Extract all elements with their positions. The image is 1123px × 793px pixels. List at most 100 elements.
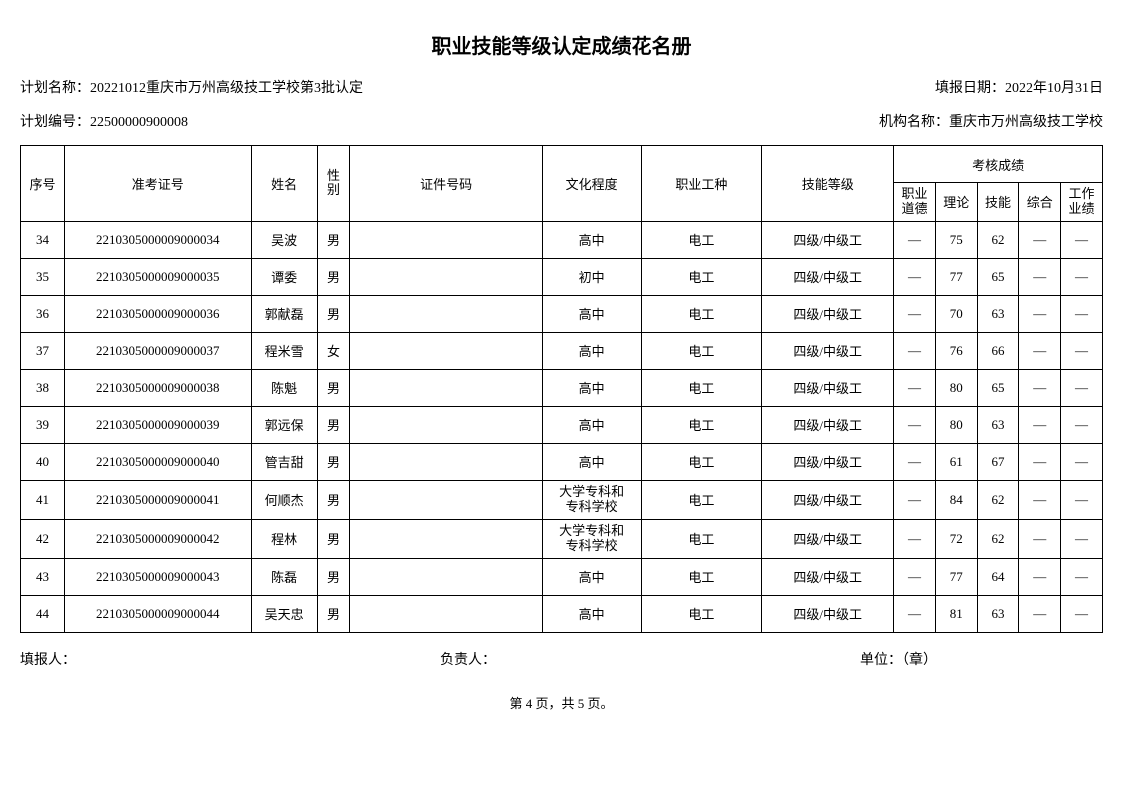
table-row: 412210305000009000041何顺杰男大学专科和 专科学校电工四级/… <box>21 480 1103 519</box>
col-ticket: 准考证号 <box>64 146 251 222</box>
cell-name: 何顺杰 <box>251 480 317 519</box>
cell-seq: 39 <box>21 406 65 443</box>
cell-s5: — <box>1061 369 1103 406</box>
col-work: 工作 业绩 <box>1061 183 1103 222</box>
table-head: 序号 准考证号 姓名 性 别 证件号码 文化程度 职业工种 技能等级 考核成绩 … <box>21 146 1103 222</box>
cell-name: 程林 <box>251 519 317 558</box>
plan-name-value: 20221012重庆市万州高级技工学校第3批认定 <box>90 81 363 96</box>
cell-s5: — <box>1061 221 1103 258</box>
table-row: 422210305000009000042程林男大学专科和 专科学校电工四级/中… <box>21 519 1103 558</box>
footer-unit: 单位：（章） <box>860 649 1103 669</box>
cell-s4: — <box>1019 295 1061 332</box>
cell-name: 郭献磊 <box>251 295 317 332</box>
cell-s2: 77 <box>935 258 977 295</box>
cell-sex: 男 <box>317 443 350 480</box>
cell-name: 陈磊 <box>251 558 317 595</box>
cell-job: 电工 <box>641 519 762 558</box>
cell-seq: 43 <box>21 558 65 595</box>
cell-s4: — <box>1019 519 1061 558</box>
table-row: 352210305000009000035谭委男初中电工四级/中级工—7765—… <box>21 258 1103 295</box>
cell-sex: 男 <box>317 558 350 595</box>
cell-s1: — <box>894 406 936 443</box>
cell-edu: 初中 <box>542 258 641 295</box>
org-name-value: 重庆市万州高级技工学校 <box>949 115 1103 130</box>
cell-s1: — <box>894 258 936 295</box>
cell-s3: 62 <box>977 221 1019 258</box>
cell-idno <box>350 369 542 406</box>
cell-name: 管吉甜 <box>251 443 317 480</box>
cell-idno <box>350 406 542 443</box>
cell-s4: — <box>1019 595 1061 632</box>
plan-no-label: 计划编号： <box>20 115 90 130</box>
cell-edu: 高中 <box>542 406 641 443</box>
col-score-group: 考核成绩 <box>894 146 1103 183</box>
report-date: 填报日期：2022年10月31日 <box>935 77 1103 97</box>
col-seq: 序号 <box>21 146 65 222</box>
cell-s5: — <box>1061 595 1103 632</box>
table-row: 372210305000009000037程米雪女高中电工四级/中级工—7666… <box>21 332 1103 369</box>
cell-sex: 男 <box>317 519 350 558</box>
cell-sex: 男 <box>317 369 350 406</box>
org-name-label: 机构名称： <box>879 115 949 130</box>
footer-principal: 负责人： <box>440 649 860 669</box>
plan-no: 计划编号：22500000900008 <box>20 111 188 131</box>
cell-ticket: 2210305000009000036 <box>64 295 251 332</box>
cell-s5: — <box>1061 258 1103 295</box>
cell-s3: 65 <box>977 258 1019 295</box>
cell-s2: 70 <box>935 295 977 332</box>
cell-s1: — <box>894 369 936 406</box>
cell-s4: — <box>1019 332 1061 369</box>
cell-s2: 72 <box>935 519 977 558</box>
cell-ticket: 2210305000009000035 <box>64 258 251 295</box>
plan-no-value: 22500000900008 <box>90 115 188 130</box>
table-row: 402210305000009000040管吉甜男高中电工四级/中级工—6167… <box>21 443 1103 480</box>
cell-level: 四级/中级工 <box>762 519 894 558</box>
cell-edu: 高中 <box>542 295 641 332</box>
table-row: 362210305000009000036郭献磊男高中电工四级/中级工—7063… <box>21 295 1103 332</box>
cell-s4: — <box>1019 258 1061 295</box>
meta-row-2: 计划编号：22500000900008 机构名称：重庆市万州高级技工学校 <box>20 111 1103 131</box>
cell-level: 四级/中级工 <box>762 480 894 519</box>
cell-s5: — <box>1061 480 1103 519</box>
col-level: 技能等级 <box>762 146 894 222</box>
cell-job: 电工 <box>641 369 762 406</box>
cell-job: 电工 <box>641 406 762 443</box>
cell-s4: — <box>1019 480 1061 519</box>
cell-s1: — <box>894 443 936 480</box>
cell-name: 郭远保 <box>251 406 317 443</box>
cell-s4: — <box>1019 443 1061 480</box>
cell-job: 电工 <box>641 332 762 369</box>
col-skill: 技能 <box>977 183 1019 222</box>
cell-idno <box>350 258 542 295</box>
cell-s5: — <box>1061 558 1103 595</box>
cell-edu: 高中 <box>542 595 641 632</box>
cell-level: 四级/中级工 <box>762 369 894 406</box>
cell-s3: 62 <box>977 480 1019 519</box>
pager: 第 4 页，共 5 页。 <box>20 693 1103 712</box>
cell-idno <box>350 595 542 632</box>
cell-job: 电工 <box>641 221 762 258</box>
cell-name: 吴波 <box>251 221 317 258</box>
cell-s2: 80 <box>935 369 977 406</box>
cell-job: 电工 <box>641 443 762 480</box>
cell-job: 电工 <box>641 480 762 519</box>
cell-level: 四级/中级工 <box>762 558 894 595</box>
cell-sex: 男 <box>317 221 350 258</box>
cell-seq: 40 <box>21 443 65 480</box>
cell-ticket: 2210305000009000038 <box>64 369 251 406</box>
cell-name: 谭委 <box>251 258 317 295</box>
cell-edu: 高中 <box>542 369 641 406</box>
cell-level: 四级/中级工 <box>762 258 894 295</box>
cell-idno <box>350 221 542 258</box>
cell-s5: — <box>1061 406 1103 443</box>
cell-ticket: 2210305000009000039 <box>64 406 251 443</box>
cell-s1: — <box>894 221 936 258</box>
cell-ticket: 2210305000009000040 <box>64 443 251 480</box>
cell-idno <box>350 480 542 519</box>
col-comp: 综合 <box>1019 183 1061 222</box>
score-table: 序号 准考证号 姓名 性 别 证件号码 文化程度 职业工种 技能等级 考核成绩 … <box>20 145 1103 633</box>
cell-s3: 62 <box>977 519 1019 558</box>
cell-s2: 81 <box>935 595 977 632</box>
report-date-label: 填报日期： <box>935 81 1005 96</box>
col-idno: 证件号码 <box>350 146 542 222</box>
